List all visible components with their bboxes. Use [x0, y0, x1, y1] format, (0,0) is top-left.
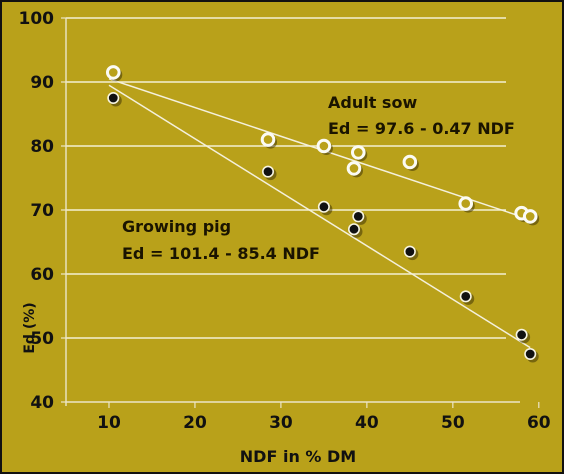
y-tick-label-70: 70 [30, 201, 54, 221]
adult-sow-point-0 [105, 65, 121, 80]
growing-pig-point-3 [347, 223, 360, 236]
growing-pig-point-6 [459, 290, 472, 303]
y-tick-label-90: 90 [30, 73, 54, 93]
data-points [105, 65, 540, 363]
adult-sow-label: Adult sow [328, 93, 417, 112]
x-tick-label-40: 40 [355, 413, 379, 433]
y-tick-label-40: 40 [30, 393, 54, 413]
x-tick-labels: 10 20 30 40 50 60 [97, 413, 551, 433]
growing-pig-point-7 [515, 328, 528, 341]
x-axis-title: NDF in % DM [240, 447, 356, 466]
adult-sow-point-4 [350, 145, 366, 160]
x-tick-label-30: 30 [269, 413, 293, 433]
growing-pig-label: Growing pig [122, 217, 231, 236]
growing-pig-point-1 [262, 165, 275, 178]
gridlines [66, 17, 506, 339]
adult-sow-point-6 [458, 196, 474, 211]
x-tick-label-10: 10 [97, 413, 121, 433]
y-tick-label-60: 60 [30, 265, 54, 285]
y-axis-title: Ed (%) [22, 302, 38, 353]
adult-sow-point-3 [346, 161, 362, 176]
y-tick-label-50: 50 [30, 329, 54, 349]
growing-pig-fit-line [108, 84, 531, 349]
growing-pig-point-5 [403, 245, 416, 258]
adult-sow-point-8 [522, 209, 538, 224]
y-tick-labels: 40 50 60 70 80 90 100 [19, 9, 55, 413]
growing-pig-point-8 [524, 347, 537, 360]
x-tick-label-60: 60 [527, 413, 551, 433]
x-tick-label-50: 50 [441, 413, 465, 433]
y-tick-label-100: 100 [19, 9, 55, 29]
adult-sow-equation: Ed = 97.6 - 0.47 NDF [328, 119, 515, 138]
growing-pig-point-4 [352, 210, 365, 223]
adult-sow-point-2 [316, 138, 332, 154]
y-tick-label-80: 80 [30, 137, 54, 157]
growing-pig-equation: Ed = 101.4 - 85.4 NDF [122, 244, 320, 263]
x-tick-label-20: 20 [183, 413, 207, 433]
adult-sow-point-5 [402, 154, 418, 170]
axes [61, 17, 540, 408]
growing-pig-point-2 [317, 200, 330, 213]
adult-sow-point-1 [260, 132, 276, 147]
growing-pig-point-0 [107, 92, 120, 105]
